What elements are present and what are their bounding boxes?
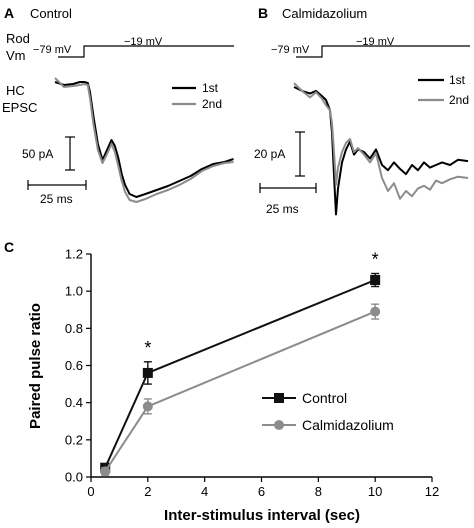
x-tick-label: 4 — [201, 484, 208, 499]
data-point-calmidazolium — [100, 466, 111, 477]
panel-a-traces — [54, 77, 234, 203]
panel-a-vm-step: −19 mV — [124, 36, 163, 48]
significance-asterisk: * — [372, 250, 379, 270]
hc-label: HC — [6, 83, 25, 98]
panel-b-vm-hold: −79 mV — [271, 44, 310, 56]
panel-b: B Calmidazolium −79 mV −19 mV 1st 2nd 20… — [254, 5, 470, 216]
x-axis-title: Inter-stimulus interval (sec) — [164, 507, 360, 524]
panel-c-letter: C — [4, 239, 14, 255]
panel-b-legend: 1st 2nd — [418, 73, 469, 107]
trace-1st — [293, 86, 469, 216]
y-tick-label: 0.2 — [65, 432, 83, 447]
panel-a: A Control Rod Vm −79 mV −19 mV HC EPSC 1… — [2, 5, 234, 206]
panel-c-axes: 0.0 0.2 0.4 0.6 0.8 1.0 1.2 0 2 4 6 8 10 12 — [65, 247, 439, 500]
panel-a-scale-x-label: 25 ms — [40, 192, 73, 206]
y-tick-label: 0.0 — [65, 470, 83, 485]
legend-label-control: Control — [302, 390, 347, 406]
legend-label-2nd: 2nd — [449, 93, 469, 107]
data-point-control — [370, 275, 381, 286]
panel-c: C 0.0 0.2 0.4 0.6 0.8 1.0 1.2 0 2 4 6 8 10 12 Inter-s… — [4, 239, 439, 524]
legend-marker-calmidazolium — [274, 420, 284, 430]
panel-b-scale-y-label: 20 pA — [254, 147, 285, 161]
x-tick-label: 8 — [315, 484, 322, 499]
legend-label-2nd: 2nd — [202, 97, 222, 111]
panel-b-letter: B — [258, 5, 268, 21]
panel-a-vm-hold: −79 mV — [33, 44, 72, 56]
legend-label-calmidazolium: Calmidazolium — [302, 417, 394, 433]
y-tick-label: 1.2 — [65, 247, 83, 262]
y-axis-title: Paired pulse ratio — [27, 303, 44, 429]
panel-b-voltage-step — [296, 45, 470, 58]
vm-label: Vm — [6, 48, 26, 63]
legend-label-1st: 1st — [449, 73, 466, 87]
legend-label-1st: 1st — [202, 81, 219, 95]
epsc-label: EPSC — [2, 100, 37, 115]
x-tick-label: 0 — [87, 484, 94, 499]
trace-2nd — [54, 77, 234, 203]
x-tick-label: 10 — [368, 484, 382, 499]
panel-b-traces — [293, 82, 469, 216]
y-tick-label: 0.6 — [65, 358, 83, 373]
panel-a-title: Control — [30, 6, 72, 21]
y-tick-label: 0.4 — [65, 395, 83, 410]
panel-a-legend: 1st 2nd — [172, 81, 222, 111]
panel-b-title: Calmidazolium — [282, 6, 367, 21]
panel-b-scale-x-label: 25 ms — [266, 202, 299, 216]
data-point-control — [142, 367, 153, 378]
rod-label: Rod — [6, 31, 30, 46]
legend-marker-control — [274, 393, 284, 403]
panel-a-scale-y-label: 50 pA — [22, 147, 53, 161]
trace-2nd — [293, 82, 469, 200]
y-tick-label: 1.0 — [65, 284, 83, 299]
panel-c-legend: Control Calmidazolium — [262, 390, 394, 433]
x-tick-label: 2 — [144, 484, 151, 499]
panel-a-voltage-step — [58, 45, 234, 58]
y-tick-label: 0.8 — [65, 321, 83, 336]
trace-1st — [54, 81, 234, 198]
x-tick-label: 12 — [425, 484, 439, 499]
data-point-calmidazolium — [142, 401, 153, 412]
significance-asterisk: * — [144, 338, 151, 358]
x-tick-label: 6 — [258, 484, 265, 499]
data-point-calmidazolium — [370, 306, 381, 317]
panel-b-vm-step: −19 mV — [356, 36, 395, 48]
panel-a-letter: A — [4, 5, 14, 21]
panel-c-series: ** — [100, 250, 381, 477]
